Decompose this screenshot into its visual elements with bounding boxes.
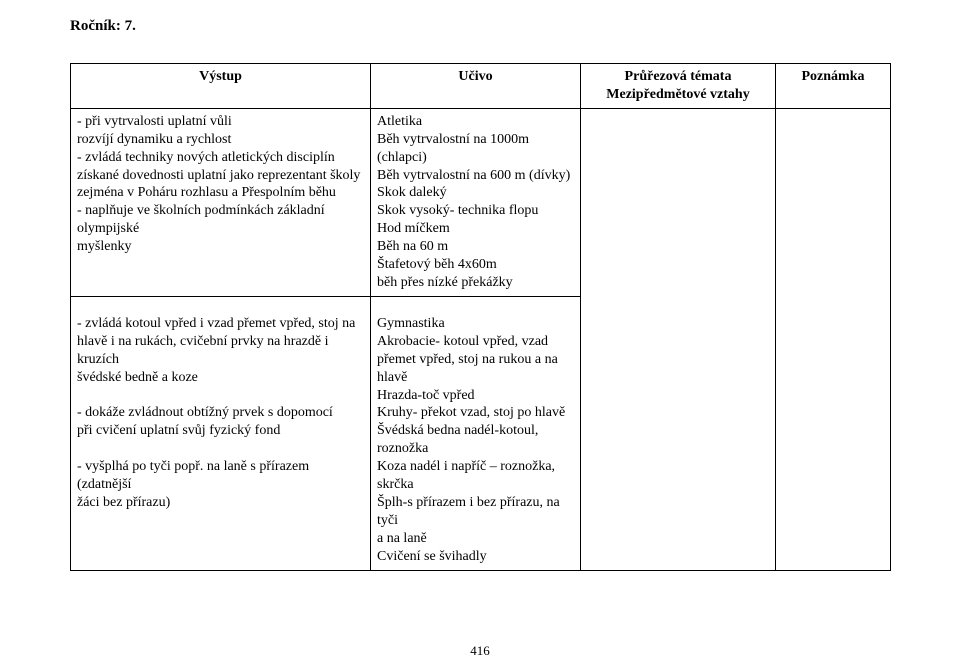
spacer xyxy=(377,301,574,315)
curriculum-table: Výstup Učivo Průřezová témataMezipředmět… xyxy=(70,63,891,571)
cell-text: - při vytrvalosti uplatní vůli rozvíjí d… xyxy=(77,113,364,256)
page-heading: Ročník: 7. xyxy=(70,18,890,35)
table-row: - při vytrvalosti uplatní vůli rozvíjí d… xyxy=(71,108,891,296)
cell-vystup: - zvládá kotoul vpřed i vzad přemet vpře… xyxy=(71,296,371,570)
cell-poznamka xyxy=(776,108,891,570)
page: Ročník: 7. Výstup Učivo Průřezová témata… xyxy=(0,0,960,669)
col-header-poznamka: Poznámka xyxy=(776,64,891,109)
cell-text: AtletikaBěh vytrvalostní na 1000m (chlap… xyxy=(377,113,574,292)
cell-text: GymnastikaAkrobacie- kotoul vpřed, vzadp… xyxy=(377,315,574,566)
col-header-vystup: Výstup xyxy=(71,64,371,109)
cell-vystup: - při vytrvalosti uplatní vůli rozvíjí d… xyxy=(71,108,371,296)
cell-prurez xyxy=(581,108,776,570)
table-header-row: Výstup Učivo Průřezová témataMezipředmět… xyxy=(71,64,891,109)
spacer xyxy=(77,301,364,315)
page-number: 416 xyxy=(0,643,960,659)
cell-ucivo: GymnastikaAkrobacie- kotoul vpřed, vzadp… xyxy=(371,296,581,570)
col-header-ucivo: Učivo xyxy=(371,64,581,109)
cell-ucivo: AtletikaBěh vytrvalostní na 1000m (chlap… xyxy=(371,108,581,296)
cell-text: - zvládá kotoul vpřed i vzad přemet vpře… xyxy=(77,315,364,512)
col-header-prurez: Průřezová témataMezipředmětové vztahy xyxy=(581,64,776,109)
